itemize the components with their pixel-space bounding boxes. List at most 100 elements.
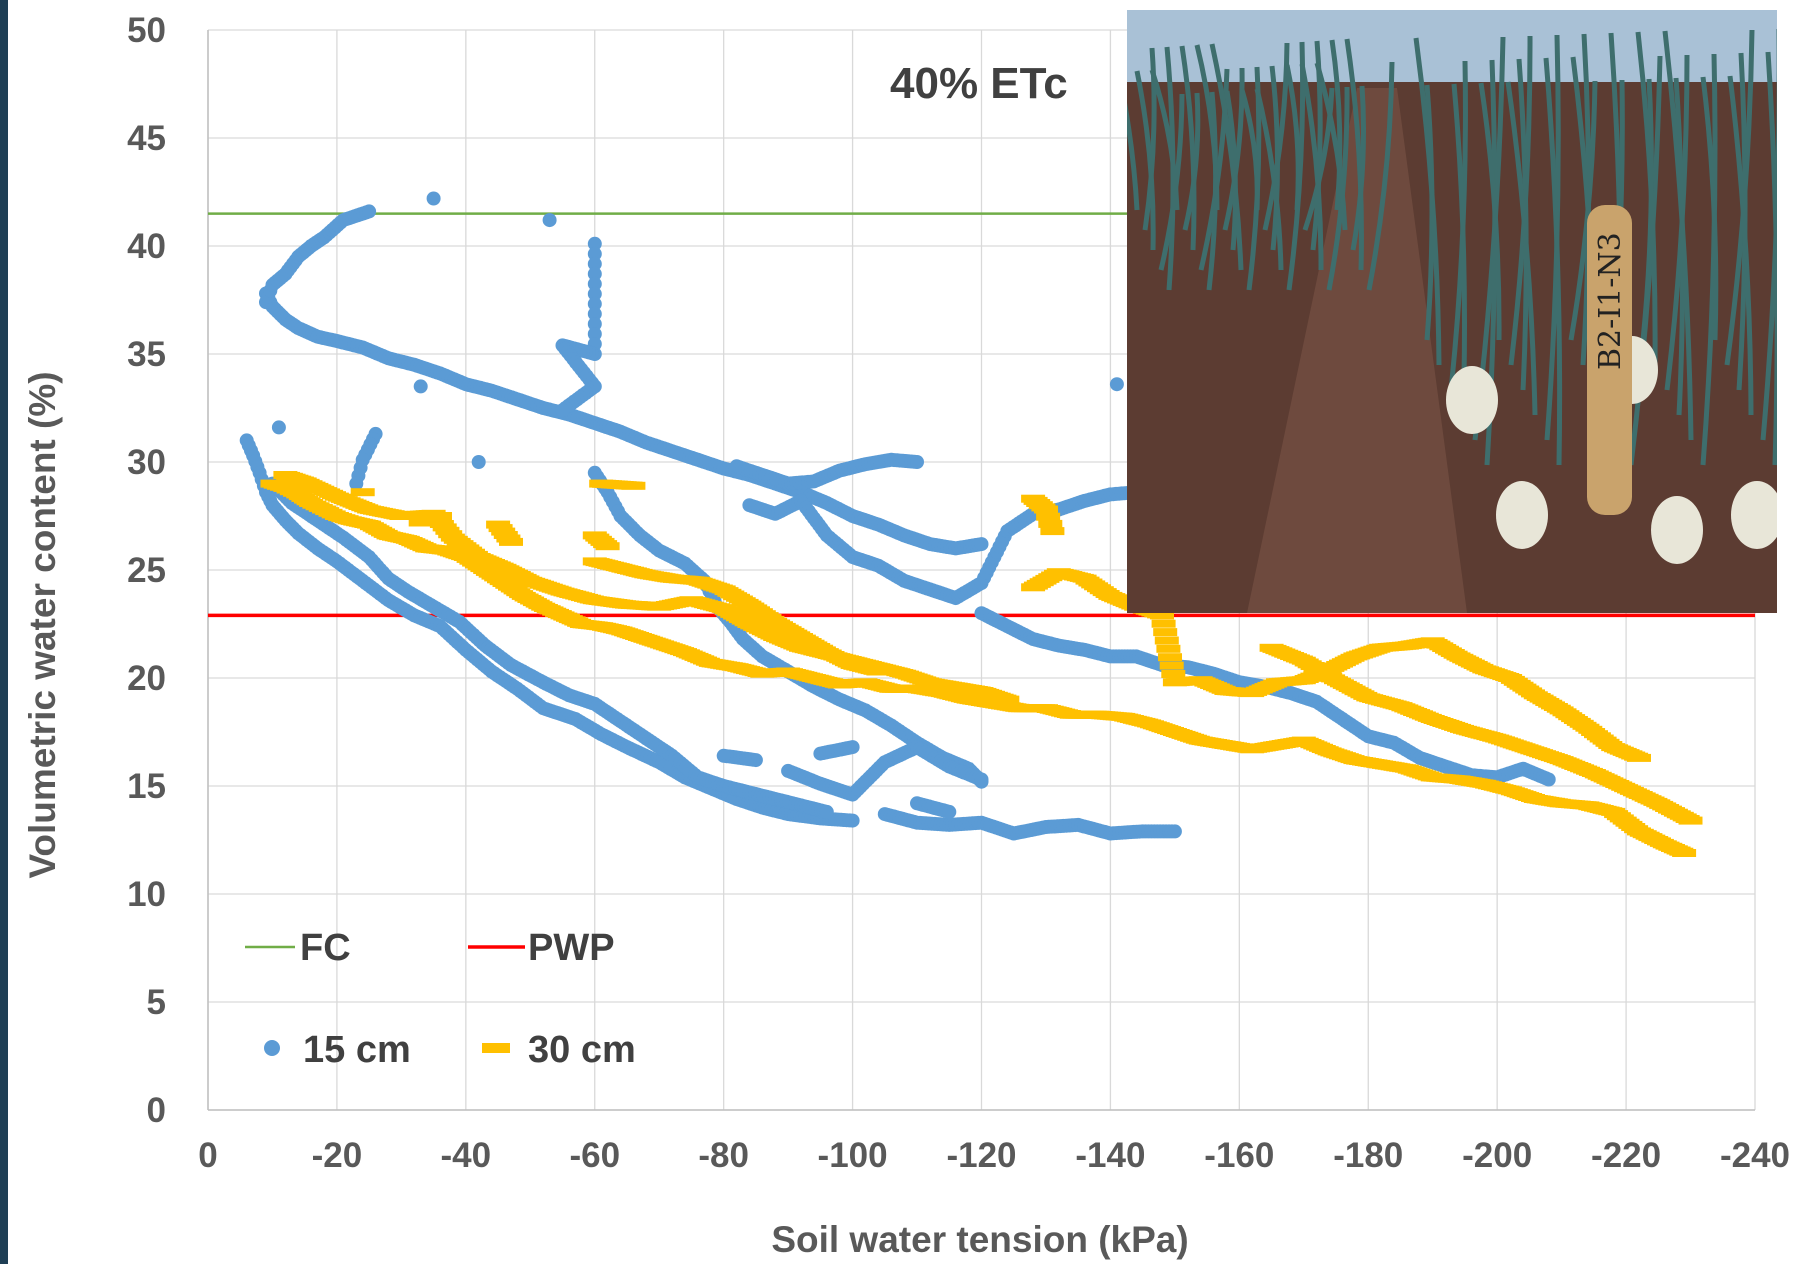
photo-onion-leaf bbox=[1299, 63, 1324, 271]
axes bbox=[207, 30, 1755, 1111]
x-tick-label: -180 bbox=[1333, 1136, 1403, 1175]
photo-stake-label: B2-I1-N3 bbox=[1593, 232, 1628, 370]
legend-30cm-label: 30 cm bbox=[528, 1029, 636, 1071]
photo-onion-leaf bbox=[1635, 31, 1658, 366]
photo-onion-leaf bbox=[1254, 88, 1284, 271]
series-30cm bbox=[260, 471, 1703, 857]
point-30cm bbox=[995, 695, 1020, 704]
photo-onion-leaf bbox=[1329, 39, 1343, 211]
x-tick-label: -60 bbox=[569, 1136, 620, 1175]
photo-onion-leaf bbox=[1179, 45, 1197, 251]
point-15cm bbox=[587, 317, 602, 331]
photo-onion-leaf bbox=[1366, 61, 1395, 291]
photo-onion-bulb bbox=[1731, 481, 1777, 549]
y-tick-label: 0 bbox=[147, 1091, 166, 1130]
y-tick-label: 50 bbox=[127, 11, 166, 50]
photo-onion-leaf bbox=[1478, 82, 1502, 341]
photo-onion-leaf bbox=[1239, 89, 1260, 211]
field-photo-inset: B2-I1-N3 bbox=[1127, 10, 1777, 613]
y-tick-label: 35 bbox=[127, 335, 166, 374]
photo-onion-bulb bbox=[1446, 366, 1498, 434]
photo-onion-leaf bbox=[1765, 51, 1777, 466]
point-30cm bbox=[1036, 512, 1061, 521]
point-30cm bbox=[1158, 653, 1182, 662]
point-15cm bbox=[1541, 772, 1556, 787]
x-tick-label: -80 bbox=[698, 1136, 749, 1175]
point-15cm bbox=[587, 286, 602, 301]
photo-onion-leaf bbox=[1727, 75, 1754, 416]
point-30cm bbox=[1672, 849, 1697, 857]
point-15cm bbox=[1167, 824, 1182, 839]
point-15cm bbox=[271, 420, 286, 435]
point-15cm bbox=[587, 236, 602, 251]
point-15cm bbox=[587, 306, 602, 321]
point-15cm bbox=[942, 804, 957, 819]
point-15cm bbox=[845, 740, 860, 755]
point-15cm bbox=[362, 204, 377, 219]
photo-onion-leaf bbox=[1269, 65, 1280, 251]
x-tick-label: -220 bbox=[1591, 1136, 1661, 1175]
point-15cm bbox=[555, 403, 570, 418]
point-30cm bbox=[1034, 505, 1058, 514]
point-15cm bbox=[819, 804, 834, 819]
y-tick-label: 5 bbox=[147, 983, 166, 1022]
tick-labels: 0 -20 -40 -60 -80 -100 -120 -140 -160 -180 -200 -22… bbox=[127, 11, 1790, 1175]
point-30cm bbox=[1161, 670, 1186, 678]
photo-onion-leaf bbox=[1127, 102, 1140, 211]
point-15cm bbox=[1109, 377, 1124, 392]
photo-onion-leaf bbox=[1314, 62, 1348, 231]
point-30cm bbox=[1150, 611, 1174, 620]
point-15cm bbox=[413, 379, 428, 394]
x-tick-label: 0 bbox=[198, 1136, 217, 1175]
x-tick-label: -20 bbox=[312, 1136, 363, 1175]
y-tick-label: 20 bbox=[127, 659, 166, 698]
legend-15cm-swatch bbox=[264, 1040, 280, 1056]
point-30cm bbox=[1154, 636, 1179, 645]
point-15cm bbox=[587, 246, 602, 261]
point-15cm bbox=[349, 476, 364, 491]
photo-onion-leaf bbox=[1134, 70, 1156, 251]
photo-onion-leaf bbox=[1302, 87, 1335, 231]
legend-15cm-label: 15 cm bbox=[303, 1029, 411, 1071]
photo-onion-leaf bbox=[1222, 67, 1245, 231]
photo-onion-leaf bbox=[1344, 38, 1364, 271]
photo-onion-bulb bbox=[1651, 496, 1703, 564]
x-tick-label: -140 bbox=[1075, 1136, 1145, 1175]
x-tick-label: -120 bbox=[946, 1136, 1016, 1175]
photo-onion-leaf bbox=[1194, 44, 1220, 211]
point-15cm bbox=[426, 191, 441, 206]
y-tick-label: 30 bbox=[127, 443, 166, 482]
point-30cm bbox=[595, 542, 620, 551]
point-30cm bbox=[1040, 527, 1065, 536]
y-tick-label: 10 bbox=[127, 875, 166, 914]
point-30cm bbox=[1678, 816, 1703, 825]
point-30cm bbox=[1151, 619, 1176, 628]
point-15cm bbox=[974, 772, 989, 787]
x-tick-label: -200 bbox=[1462, 1136, 1532, 1175]
point-15cm bbox=[587, 266, 602, 281]
legend-fc-label: FC bbox=[300, 927, 351, 969]
photo-onion-leaf bbox=[1543, 57, 1563, 466]
point-15cm bbox=[716, 748, 731, 763]
photo-onion-leaf bbox=[1284, 64, 1301, 211]
chart-title: 40% ETc bbox=[890, 59, 1068, 108]
photo-content: B2-I1-N3 bbox=[1127, 10, 1777, 613]
x-tick-label: -160 bbox=[1204, 1136, 1274, 1175]
y-tick-label: 25 bbox=[127, 551, 166, 590]
y-tick-label: 45 bbox=[127, 119, 166, 158]
point-15cm bbox=[587, 256, 602, 271]
y-tick-label: 40 bbox=[127, 227, 166, 266]
photo-onion-leaf bbox=[1209, 43, 1244, 271]
point-30cm bbox=[1159, 661, 1184, 670]
legend-pwp-label: PWP bbox=[528, 927, 615, 969]
photo-stake bbox=[1587, 205, 1632, 515]
point-30cm bbox=[1156, 644, 1181, 653]
point-15cm bbox=[587, 276, 602, 291]
photo-onion-leaf bbox=[1350, 85, 1366, 251]
photo-onion-leaf bbox=[1149, 69, 1180, 211]
point-15cm bbox=[587, 327, 602, 341]
point-15cm bbox=[542, 213, 557, 228]
point-30cm bbox=[621, 481, 646, 490]
point-30cm bbox=[866, 667, 891, 676]
